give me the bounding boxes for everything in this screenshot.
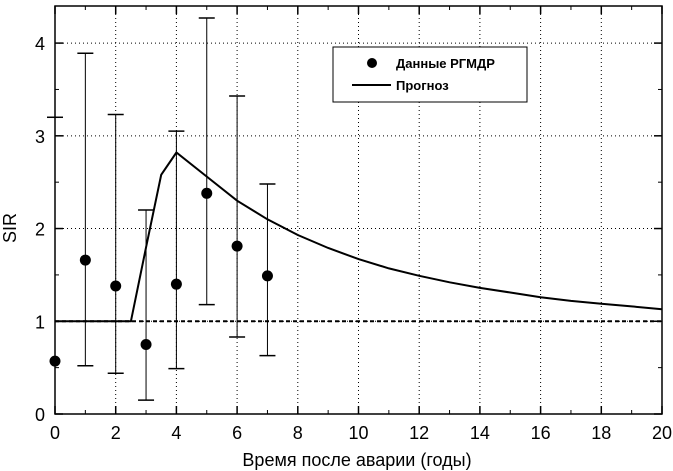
legend-marker-data <box>367 58 377 68</box>
x-axis-label: Время после аварии (годы) <box>242 450 471 470</box>
data-point <box>140 338 152 350</box>
data-point <box>110 280 122 292</box>
data-point <box>201 187 213 199</box>
x-tick-label: 6 <box>232 423 242 443</box>
legend-label-data: Данные РГМДР <box>396 56 495 71</box>
x-tick-label: 0 <box>50 423 60 443</box>
forecast-line <box>55 151 663 323</box>
x-tick-label: 10 <box>348 423 368 443</box>
legend-box <box>332 46 528 103</box>
data-point <box>79 254 91 266</box>
data-point <box>231 240 243 252</box>
ticks <box>54 6 663 415</box>
y-tick-label: 2 <box>35 220 45 240</box>
y-tick-label: 4 <box>35 34 45 54</box>
x-tick-label: 12 <box>409 423 429 443</box>
y-tick-label: 3 <box>35 127 45 147</box>
x-tick-label: 16 <box>531 423 551 443</box>
x-tick-label: 8 <box>293 423 303 443</box>
x-tick-label: 20 <box>652 423 672 443</box>
y-tick-label: 0 <box>35 405 45 425</box>
x-tick-label: 4 <box>171 423 181 443</box>
x-tick-label: 14 <box>470 423 490 443</box>
data-point <box>170 278 182 290</box>
y-axis-label: SIR <box>0 213 20 243</box>
legend: Данные РГМДР Прогноз <box>332 46 528 103</box>
y-tick-label: 1 <box>35 312 45 332</box>
marks <box>47 17 663 401</box>
x-tick-label: 2 <box>111 423 121 443</box>
x-tick-label: 18 <box>591 423 611 443</box>
legend-label-forecast: Прогноз <box>396 78 449 93</box>
data-point <box>261 270 273 282</box>
